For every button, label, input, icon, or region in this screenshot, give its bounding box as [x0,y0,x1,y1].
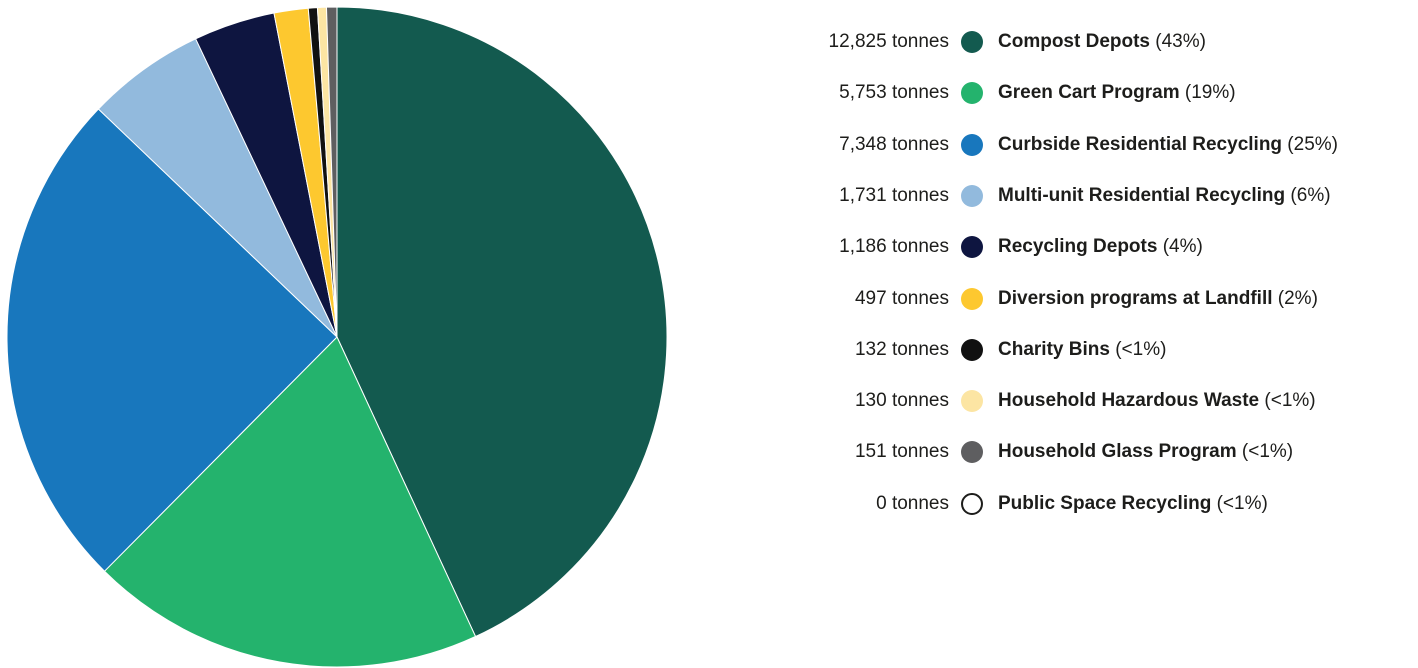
legend-label-name: Household Hazardous Waste [998,390,1260,412]
pie-slice-green-cart-program [103,336,477,668]
legend-item-compost-depots: 12,825 tonnes Compost Depots (43%) [700,24,1415,60]
legend-amount: 130 tonnes [855,383,949,419]
legend-amount-unit: tonnes [886,441,949,463]
legend-percent: (<1%) [1109,338,1167,360]
legend-percent: (<1%) [1259,390,1316,412]
legend-amount-value: 132 [854,338,887,360]
legend-label: Public Space Recycling (<1%) [998,486,1268,522]
legend-swatch [961,338,983,361]
legend-amount-value: 497 [854,287,887,309]
legend-amount: 497 tonnes [855,281,949,317]
legend-percent: (19%) [1179,82,1236,104]
legend-label-name: Green Cart Program [998,82,1180,104]
legend-label-name: Public Space Recycling [998,492,1212,514]
legend-amount: 0 tonnes [876,486,949,522]
legend-label-name: Multi-unit Residential Recycling [998,184,1286,206]
legend-amount-unit: tonnes [886,133,949,155]
legend-item-household-hazardous-waste: 130 tonnes Household Hazardous Waste (<1%… [700,383,1415,419]
legend-percent: (25%) [1282,133,1338,155]
legend-swatch [961,287,983,310]
legend-amount: 1,186 tonnes [839,229,949,265]
legend-amount: 12,825 tonnes [829,24,949,60]
legend-item-multi-unit-residential-recycling: 1,731 tonnes Multi-unit Residential Recyc… [700,178,1415,214]
legend-percent: (43%) [1150,31,1206,52]
legend-label: Household Glass Program (<1%) [998,434,1293,470]
legend-amount: 151 tonnes [855,434,949,470]
legend-item-charity-bins: 132 tonnes Charity Bins (<1%) [700,332,1415,368]
legend-swatch [961,390,983,413]
legend-item-recycling-depots: 1,186 tonnes Recycling Depots (4%) [700,229,1415,265]
legend-item-household-glass-program: 151 tonnes Household Glass Program (<1%) [700,434,1415,470]
legend-amount-unit: tonnes [886,31,949,52]
legend-swatch [961,133,983,156]
legend-label-name: Recycling Depots [998,236,1158,258]
legend-amount-unit: tonnes [886,236,949,258]
legend-swatch [961,236,983,259]
pie-slice-household-glass-program [325,6,338,338]
pie-slice-compost-depots [336,6,668,638]
legend-amount: 7,348 tonnes [839,127,949,163]
legend-label: Multi-unit Residential Recycling (6%) [998,178,1331,214]
legend-amount-value: 12,825 [828,31,887,52]
legend-label: Diversion programs at Landfill (2%) [998,281,1318,317]
legend-item-curbside-residential-recycling: 7,348 tonnes Curbside Residential Recycli… [700,127,1415,163]
legend-amount-unit: tonnes [886,287,949,309]
legend-label-name: Diversion programs at Landfill [998,287,1273,309]
pie-slice-curbside-residential-recycling [6,108,338,572]
legend-amount-unit: tonnes [886,492,949,514]
legend-label: Household Hazardous Waste (<1%) [998,383,1316,419]
legend-percent: (<1%) [1211,492,1268,514]
legend-amount-value: 7,348 [839,133,887,155]
legend-label: Recycling Depots (4%) [998,229,1203,265]
legend-label-name: Charity Bins [998,338,1110,360]
legend-percent: (4%) [1157,236,1203,258]
legend-item-public-space-recycling: 0 tonnes Public Space Recycling (<1%) [700,486,1415,522]
legend-label: Green Cart Program (19%) [998,75,1236,111]
legend-label-name: Curbside Residential Recycling [998,133,1283,155]
legend-swatch [961,184,983,207]
pie-chart [6,6,668,668]
legend-amount: 5,753 tonnes [839,75,949,111]
legend-amount-value: 5,753 [839,82,887,104]
legend-amount-unit: tonnes [886,338,949,360]
legend-amount-value: 130 [854,390,887,412]
legend-swatch [961,441,983,464]
legend-swatch [961,31,983,53]
legend-label-name: Household Glass Program [998,441,1237,463]
legend-label-name: Compost Depots [998,31,1150,52]
legend-item-diversion-programs-at-landfill: 497 tonnes Diversion programs at Landfill… [700,281,1415,317]
legend-amount-value: 1,186 [839,236,887,258]
legend-amount-value: 151 [854,441,887,463]
legend-amount-value: 1,731 [839,184,887,206]
legend-label: Charity Bins (<1%) [998,332,1166,368]
legend-swatch [961,82,983,105]
legend-item-green-cart-program: 5,753 tonnes Green Cart Program (19%) [700,75,1415,111]
legend-swatch [961,492,983,515]
legend-percent: (6%) [1285,184,1331,206]
legend-label: Curbside Residential Recycling (25%) [998,127,1338,163]
legend-amount-unit: tonnes [886,184,949,206]
legend-amount-unit: tonnes [886,82,949,104]
legend-amount: 132 tonnes [855,332,949,368]
legend-amount-value: 0 [876,492,887,514]
legend-amount: 1,731 tonnes [839,178,949,214]
legend-label: Compost Depots (43%) [998,24,1206,60]
legend-percent: (<1%) [1236,441,1294,463]
legend-amount-unit: tonnes [886,390,949,412]
legend-percent: (2%) [1272,287,1318,309]
